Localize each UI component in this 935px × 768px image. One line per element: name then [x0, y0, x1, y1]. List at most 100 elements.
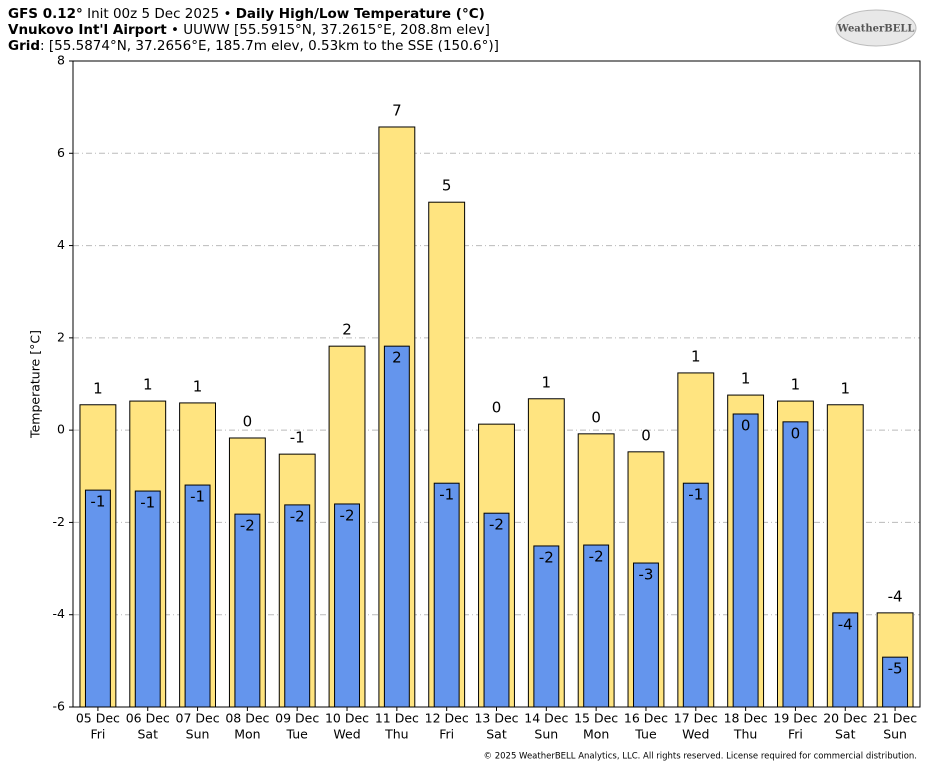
x-tick-weekday: Thu	[733, 727, 757, 742]
x-tick-weekday: Sun	[883, 727, 907, 742]
value-label: 7	[392, 101, 402, 119]
value-label: -2	[290, 507, 305, 525]
y-tick-label: 0	[57, 422, 65, 437]
value-label: 1	[143, 376, 153, 394]
low-bar	[483, 512, 510, 708]
grid-line-info: Grid: [55.5874°N, 37.2656°E, 185.7m elev…	[8, 38, 499, 54]
value-label: 1	[840, 379, 850, 397]
x-tick-label: 07 Dec	[176, 711, 220, 726]
x-tick-weekday: Fri	[788, 727, 803, 742]
low-bar	[882, 656, 909, 708]
value-label: 0	[791, 424, 801, 442]
value-label: -2	[340, 506, 355, 524]
logo-mark	[835, 9, 917, 47]
value-label: 1	[791, 376, 801, 394]
low-bar	[832, 612, 859, 708]
x-tick-weekday: Sat	[486, 727, 507, 742]
grid-info: : [55.5874°N, 37.2656°E, 185.7m elev, 0.…	[40, 38, 499, 54]
value-label: 0	[243, 412, 253, 430]
x-tick-label: 17 Dec	[674, 711, 718, 726]
x-tick-label: 12 Dec	[425, 711, 469, 726]
value-label: -2	[589, 548, 604, 566]
value-label: 1	[741, 370, 751, 388]
station: Vnukovo Int'l Airport	[8, 22, 167, 38]
y-tick-label: 2	[57, 329, 65, 344]
low-bar	[433, 482, 460, 708]
x-tick-label: 16 Dec	[624, 711, 668, 726]
x-tick-label: 18 Dec	[724, 711, 768, 726]
x-tick-weekday: Mon	[234, 727, 260, 742]
x-tick-label: 19 Dec	[773, 711, 817, 726]
value-label: 0	[492, 399, 502, 417]
model: GFS 0.12°	[8, 6, 83, 22]
plot-area	[72, 60, 921, 708]
y-tick-label: 4	[57, 237, 65, 252]
station-info: • UUWW [55.5915°N, 37.2615°E, 208.8m ele…	[167, 22, 490, 38]
y-tick-label: -6	[53, 699, 66, 714]
value-label: 0	[641, 426, 651, 444]
y-tick-label: 8	[57, 53, 65, 68]
x-tick-weekday: Sat	[835, 727, 856, 742]
grid-label: Grid	[8, 38, 40, 54]
value-label: 1	[193, 377, 203, 395]
y-axis-label: Temperature [°C]	[28, 330, 43, 439]
value-label: -2	[240, 517, 255, 535]
y-tick-label: -4	[53, 606, 66, 621]
x-tick-label: 14 Dec	[524, 711, 568, 726]
x-tick-label: 08 Dec	[225, 711, 269, 726]
station-line: Vnukovo Int'l Airport • UUWW [55.5915°N,…	[8, 22, 490, 38]
title-line: GFS 0.12° Init 00z 5 Dec 2025 • Daily Hi…	[8, 6, 485, 22]
x-tick-weekday: Sun	[534, 727, 558, 742]
low-bar	[234, 513, 261, 708]
x-tick-weekday: Fri	[439, 727, 454, 742]
low-bar	[383, 345, 410, 708]
y-tick-label: -2	[53, 514, 65, 529]
logo: WeatherBELL	[837, 24, 915, 35]
value-label: 0	[741, 416, 751, 434]
low-bar	[682, 482, 709, 708]
init: Init 00z 5 Dec 2025 •	[83, 6, 236, 22]
low-bar	[633, 562, 659, 708]
x-tick-weekday: Thu	[384, 727, 408, 742]
value-label: -2	[539, 548, 554, 566]
value-label: -1	[290, 429, 305, 447]
x-tick-label: 13 Dec	[474, 711, 518, 726]
footer: © 2025 WeatherBELL Analytics, LLC. All r…	[484, 752, 917, 762]
x-tick-label: 10 Dec	[325, 711, 369, 726]
value-label: 1	[93, 379, 103, 397]
value-label: -1	[140, 494, 155, 512]
value-label: -1	[190, 488, 205, 506]
low-bar	[533, 545, 560, 708]
value-label: -1	[90, 493, 105, 511]
value-label: -4	[888, 587, 903, 605]
low-bar	[782, 421, 809, 708]
value-label: -5	[888, 660, 903, 678]
value-label: -3	[638, 566, 653, 584]
value-label: 1	[691, 347, 701, 365]
y-tick-label: 6	[57, 145, 65, 160]
value-label: 2	[342, 321, 352, 339]
value-label: 5	[442, 177, 452, 195]
x-tick-weekday: Wed	[333, 727, 360, 742]
x-tick-weekday: Tue	[634, 727, 657, 742]
low-bar	[583, 544, 610, 708]
x-tick-weekday: Mon	[583, 727, 609, 742]
value-label: -2	[489, 516, 504, 534]
x-tick-label: 11 Dec	[375, 711, 419, 726]
value-label: -1	[439, 486, 454, 504]
value-label: -4	[838, 615, 853, 633]
product: Daily High/Low Temperature (°C)	[236, 6, 485, 22]
value-label: 2	[392, 349, 402, 367]
x-tick-label: 05 Dec	[76, 711, 120, 726]
x-tick-label: 20 Dec	[823, 711, 867, 726]
x-tick-label: 06 Dec	[126, 711, 170, 726]
low-bar	[284, 504, 311, 708]
x-tick-weekday: Sun	[186, 727, 210, 742]
value-label: 0	[591, 408, 601, 426]
value-label: -1	[688, 486, 703, 504]
low-bar	[84, 489, 111, 708]
low-bar	[732, 413, 759, 708]
low-bar	[134, 490, 161, 708]
